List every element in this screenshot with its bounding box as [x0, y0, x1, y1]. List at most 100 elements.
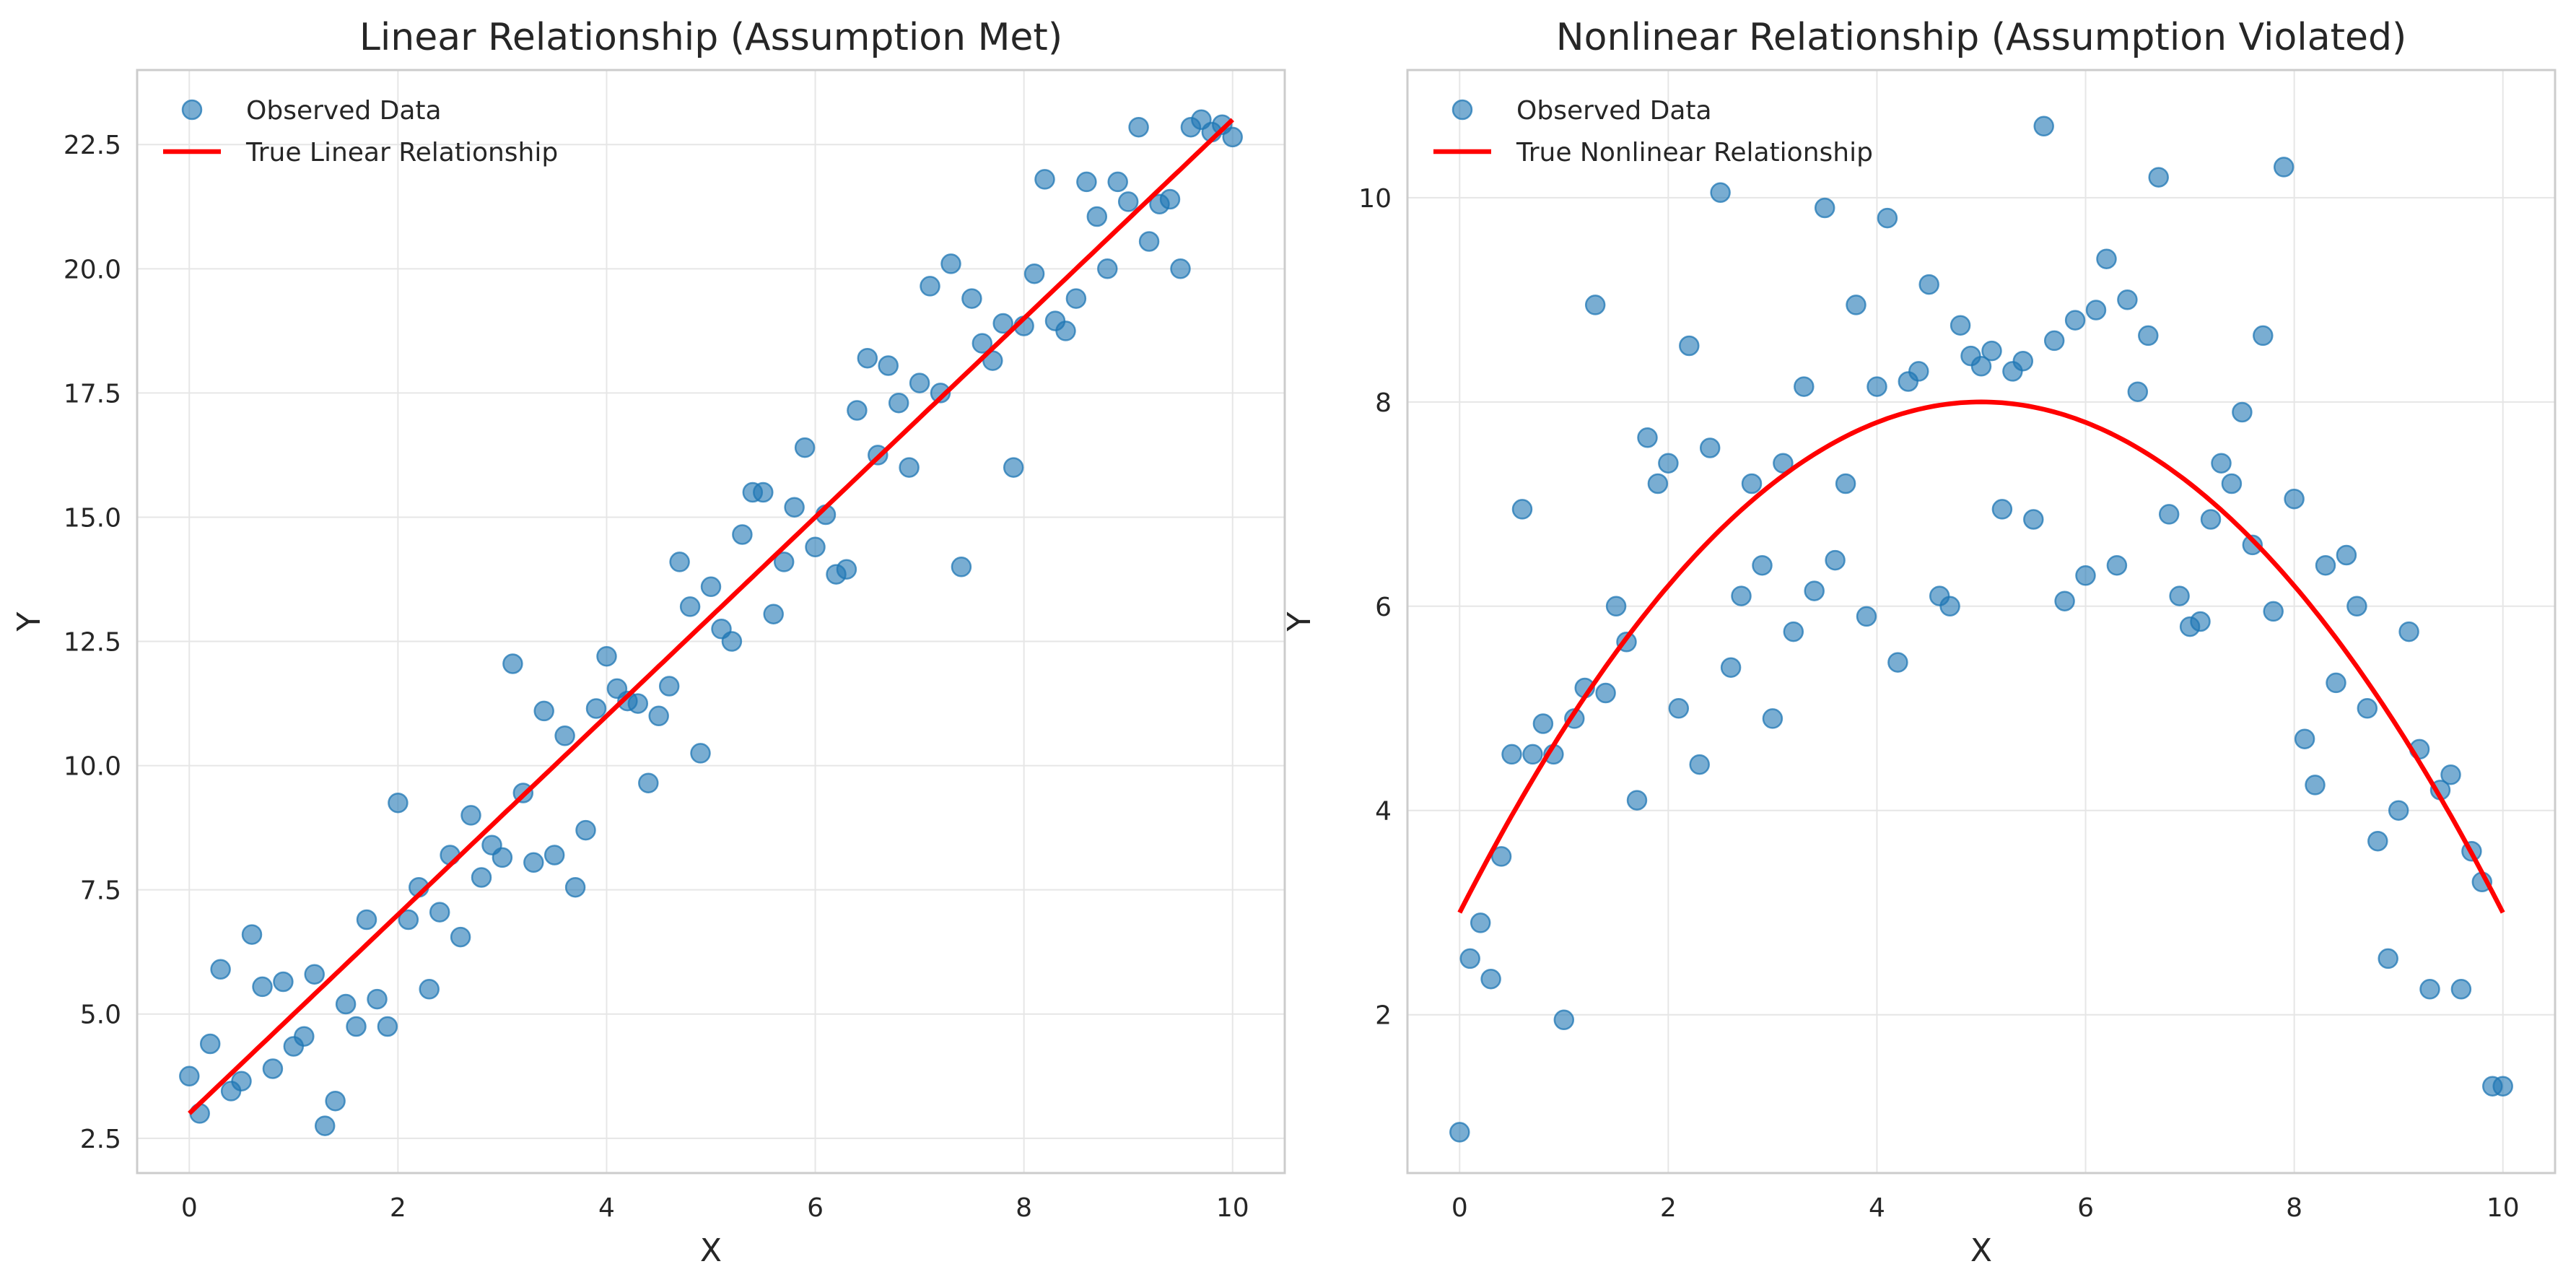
y-tick-label: 2.5 [80, 1125, 121, 1154]
data-point [523, 852, 544, 873]
data-point [690, 743, 711, 764]
data-point [460, 805, 481, 826]
data-point [679, 596, 701, 617]
data-point [972, 333, 993, 354]
y-tick-label: 6 [1375, 593, 1392, 622]
data-point [252, 976, 273, 998]
data-point [2315, 554, 2336, 576]
data-point [2284, 488, 2305, 510]
data-point [2200, 509, 2222, 530]
x-tick-label: 10 [1216, 1193, 1249, 1223]
data-point [878, 355, 899, 376]
data-point [2388, 800, 2409, 821]
x-tick-label: 10 [2487, 1193, 2520, 1223]
data-point [888, 392, 909, 414]
data-point [2346, 596, 2367, 617]
data-point [658, 676, 680, 697]
x-tick-label: 8 [1016, 1193, 1032, 1223]
data-point [314, 1115, 336, 1136]
data-point [346, 1016, 367, 1037]
data-point [1918, 274, 1939, 295]
y-tick-label: 10 [1358, 184, 1392, 214]
data-point [805, 536, 826, 558]
plot-area [1407, 70, 2555, 1173]
data-point [2023, 509, 2044, 530]
data-point [1637, 427, 1658, 448]
data-point [1097, 258, 1118, 279]
y-tick-label: 12.5 [64, 628, 121, 658]
data-point [398, 909, 419, 930]
data-point [575, 819, 596, 841]
data-point [2221, 473, 2243, 494]
y-tick-label: 2 [1375, 1001, 1392, 1031]
data-point [2398, 621, 2419, 642]
data-point [2326, 672, 2346, 694]
y-tick-labels: 2.5 5.0 7.5 10.0 12.5 15.0 17.5 20.0 22.5 [64, 131, 121, 1154]
data-point [1699, 437, 1721, 458]
data-point [2336, 544, 2357, 566]
data-point [638, 772, 659, 793]
data-point [2440, 764, 2461, 785]
y-tick-label: 10.0 [64, 752, 121, 782]
data-point [1522, 744, 1543, 765]
data-point [1553, 1009, 1575, 1031]
legend-label-points: Observed Data [1516, 96, 1712, 126]
data-point [1668, 698, 1690, 719]
data-point [2419, 979, 2440, 1000]
data-point [388, 792, 409, 814]
data-point [847, 400, 868, 421]
data-point [335, 993, 357, 1015]
data-point [2012, 350, 2034, 372]
data-point [2085, 300, 2107, 321]
data-point [1794, 376, 1815, 397]
data-point [648, 705, 669, 727]
data-point [2190, 611, 2211, 632]
data-point [2232, 401, 2253, 423]
data-point [2075, 565, 2096, 586]
y-tick-label: 4 [1375, 797, 1392, 827]
data-point [2117, 289, 2138, 310]
data-point [179, 1065, 200, 1087]
data-point [2033, 116, 2054, 137]
data-point [1490, 846, 1512, 867]
chart-panel-2: 0 2 4 6 8 10 2 4 6 8 10 Nonlinear Relationship (Ass… [1281, 16, 2557, 1269]
data-point [700, 576, 722, 598]
data-point [2148, 167, 2169, 188]
data-point [920, 276, 940, 297]
y-axis-label: Y [11, 611, 48, 632]
data-point [1055, 321, 1076, 341]
data-point [2064, 310, 2086, 331]
data-point [1939, 596, 1960, 617]
y-tick-label: 8 [1375, 388, 1392, 418]
x-tick-label: 4 [1869, 1193, 1885, 1223]
x-tick-label: 6 [2077, 1193, 2094, 1223]
data-point [1825, 549, 1846, 571]
data-point [1835, 473, 1856, 494]
data-point [784, 497, 805, 518]
data-point [763, 603, 784, 624]
data-point [2357, 698, 2378, 719]
data-point [1846, 295, 1866, 315]
chart-title: Linear Relationship (Assumption Met) [359, 16, 1062, 59]
data-point [857, 347, 878, 369]
grid [137, 70, 1285, 1173]
data-point [1626, 790, 1648, 811]
data-point [294, 1026, 315, 1047]
data-point [1991, 499, 2013, 520]
data-point [1731, 585, 1752, 606]
data-point [2127, 381, 2149, 402]
data-point [2378, 948, 2398, 969]
data-point [2273, 157, 2295, 178]
legend-marker-points [1451, 99, 1473, 121]
y-tick-label: 17.5 [64, 379, 121, 409]
legend-label-line: True Nonlinear Relationship [1516, 138, 1873, 167]
x-tick-labels: 0 2 4 6 8 10 [181, 1193, 1249, 1223]
chart-title: Nonlinear Relationship (Assumption Viola… [1556, 16, 2407, 59]
x-tick-label: 2 [1660, 1193, 1677, 1223]
x-axis-label: X [1970, 1232, 1992, 1269]
data-point [899, 457, 920, 478]
data-point [2305, 775, 2326, 796]
x-tick-label: 2 [390, 1193, 406, 1223]
data-point [1532, 713, 1554, 734]
y-tick-label: 5.0 [80, 1001, 121, 1030]
